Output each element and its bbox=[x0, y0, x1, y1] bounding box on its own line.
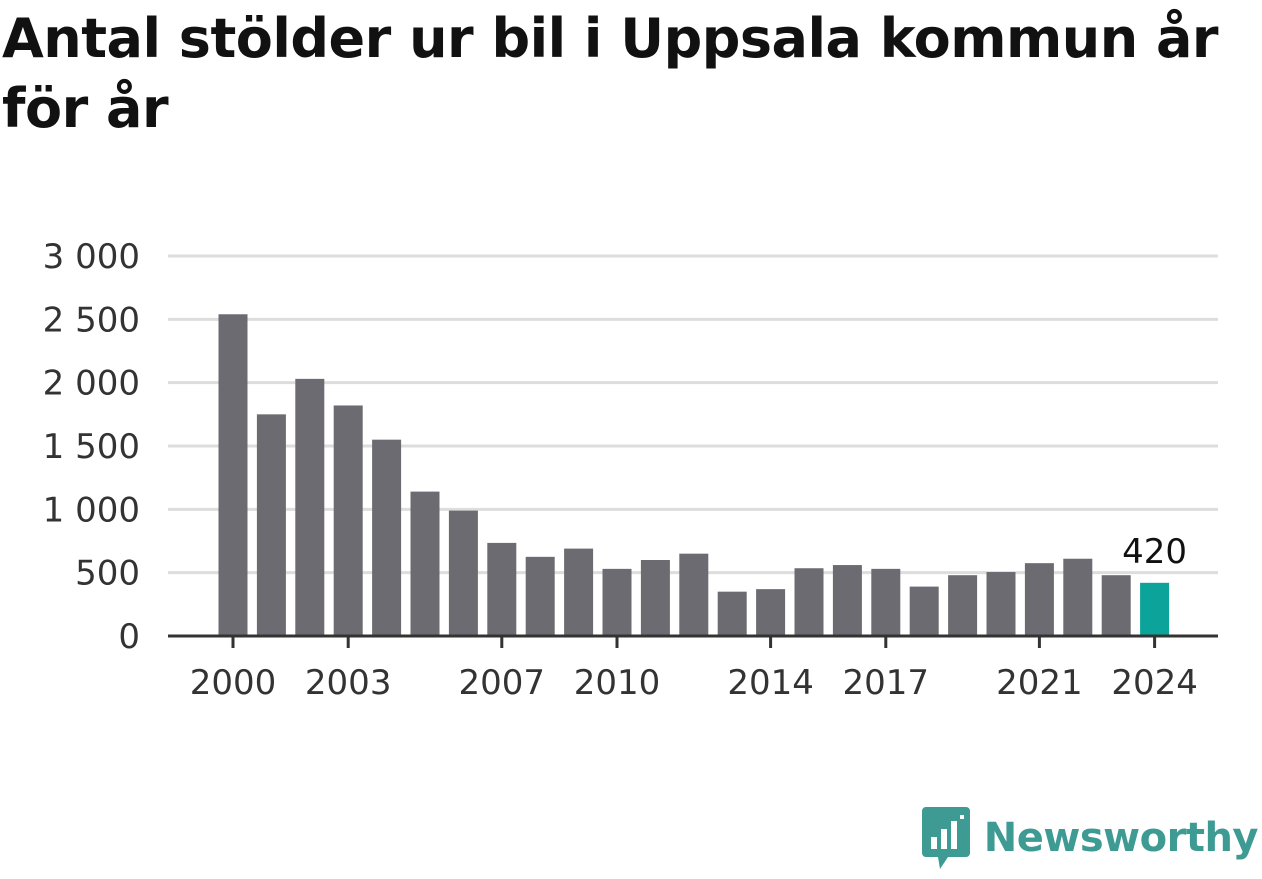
bar-2017 bbox=[871, 568, 901, 636]
data-label-2024: 420 bbox=[1122, 532, 1187, 572]
bar-2012 bbox=[679, 553, 709, 636]
bar-2021 bbox=[1024, 563, 1054, 636]
bar-2018 bbox=[909, 586, 939, 636]
bar-2010 bbox=[602, 568, 632, 636]
bar-2016 bbox=[832, 565, 862, 636]
y-tick-label: 3 000 bbox=[43, 237, 140, 277]
y-axis-ticks: 0 500 1 000 1 500 2 000 2 500 3 000 bbox=[43, 237, 140, 657]
x-tick-label: 2007 bbox=[459, 663, 546, 703]
bar-2005 bbox=[410, 491, 440, 636]
newsworthy-logo: Newsworthy bbox=[921, 803, 1259, 873]
y-tick-label: 0 bbox=[118, 617, 140, 657]
bar-2011 bbox=[640, 560, 670, 636]
bar-2019 bbox=[948, 575, 978, 636]
speech-bubble-chart-icon bbox=[921, 807, 970, 869]
bar-2003 bbox=[333, 405, 363, 636]
bar-2004 bbox=[372, 439, 402, 636]
bar-2006 bbox=[448, 510, 478, 636]
x-tick-label: 2010 bbox=[574, 663, 661, 703]
bar-2020 bbox=[986, 572, 1016, 636]
bar-2002 bbox=[295, 378, 325, 636]
bar-2008 bbox=[525, 556, 555, 636]
x-tick-label: 2003 bbox=[305, 663, 392, 703]
bar-2007 bbox=[487, 542, 517, 636]
y-tick-label: 1 500 bbox=[43, 427, 140, 467]
bar-2000 bbox=[218, 314, 248, 636]
bars bbox=[218, 314, 1170, 636]
y-tick-label: 2 000 bbox=[43, 364, 140, 404]
y-tick-label: 2 500 bbox=[43, 300, 140, 340]
chart-title: Antal stölder ur bil i Uppsala kommun år… bbox=[2, 7, 1219, 140]
bar-2024 bbox=[1140, 582, 1170, 636]
bar-2001 bbox=[256, 414, 286, 636]
bar-2013 bbox=[717, 591, 747, 636]
x-tick-label: 2017 bbox=[843, 663, 930, 703]
bar-2009 bbox=[564, 548, 594, 636]
y-tick-label: 1 000 bbox=[43, 490, 140, 530]
x-tick-label: 2021 bbox=[996, 663, 1083, 703]
x-tick-label: 2014 bbox=[727, 663, 814, 703]
y-tick-label: 500 bbox=[75, 554, 140, 594]
bar-2015 bbox=[794, 568, 824, 636]
x-tick-label: 2000 bbox=[190, 663, 277, 703]
bar-2014 bbox=[756, 589, 786, 636]
x-axis-ticks: 2000 2003 2007 2010 2014 2017 2021 2024 bbox=[168, 634, 1218, 703]
x-tick-label: 2024 bbox=[1111, 663, 1198, 703]
bar-2022 bbox=[1063, 558, 1093, 636]
data-labels: 420 bbox=[1122, 532, 1187, 572]
grid-lines bbox=[168, 254, 1218, 575]
bar-2023 bbox=[1101, 575, 1131, 636]
brand-name: Newsworthy bbox=[983, 815, 1259, 861]
